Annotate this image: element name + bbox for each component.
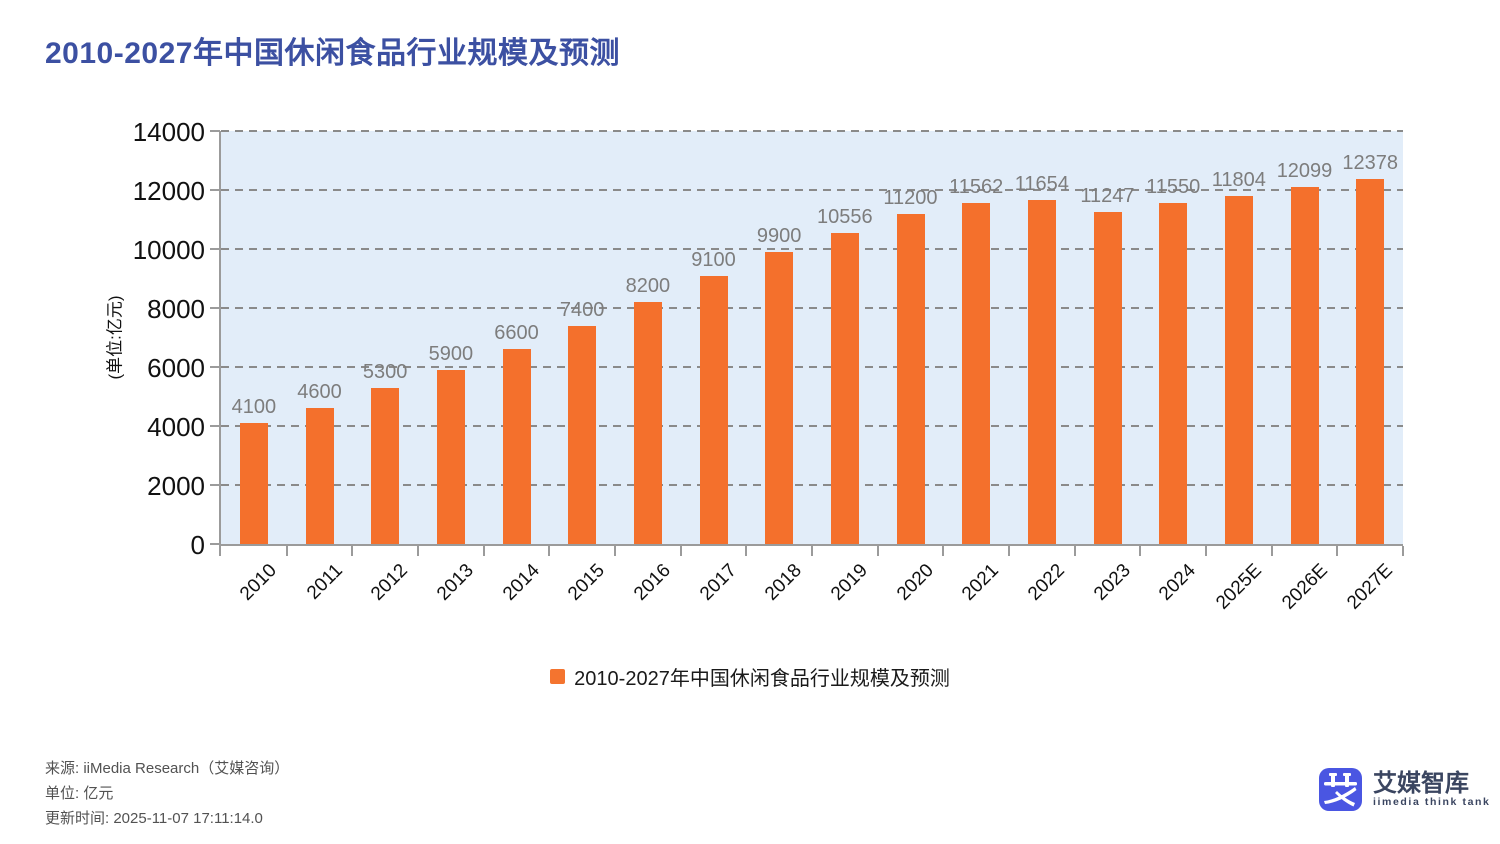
gridline-12000 xyxy=(221,189,1403,191)
x-axis-tick xyxy=(876,546,879,556)
bar-2026E[interactable] xyxy=(1290,187,1319,544)
gridline-2000 xyxy=(221,484,1403,486)
value-label-2016: 8200 xyxy=(625,275,671,298)
y-axis-tick-label-8000: 8000 xyxy=(147,294,205,324)
value-label-2023: 11247 xyxy=(1080,185,1135,208)
x-axis xyxy=(219,544,1403,546)
x-axis-tick xyxy=(811,546,813,556)
y-axis-tick-label-12000: 12000 xyxy=(132,176,205,206)
x-axis-tick xyxy=(1336,546,1339,556)
gridline-10000 xyxy=(221,248,1403,250)
legend[interactable]: 2010-2027年中国休闲食品行业规模及预测 xyxy=(0,662,1500,691)
x-axis-tick xyxy=(482,546,485,556)
y-axis-tick xyxy=(210,307,220,309)
bar-2012[interactable] xyxy=(371,387,400,544)
x-axis-tick xyxy=(679,546,682,556)
x-axis-tick xyxy=(1073,546,1076,556)
value-label-2027E: 12378 xyxy=(1342,151,1398,174)
footer: 来源: iiMedia Research（艾媒咨询） 单位: 亿元 更新时间: … xyxy=(45,756,289,831)
value-label-2022: 11654 xyxy=(1014,173,1069,196)
y-axis-tick xyxy=(210,543,220,545)
x-axis-tick xyxy=(745,546,748,556)
y-axis-tick xyxy=(210,130,220,132)
bar-2017[interactable] xyxy=(699,275,728,544)
bar-2013[interactable] xyxy=(436,369,465,544)
logo-subtitle: iimedia think tank xyxy=(1373,796,1491,808)
value-label-2026E: 12099 xyxy=(1276,160,1333,183)
bar-2010[interactable] xyxy=(239,423,268,544)
value-label-2010: 4100 xyxy=(231,396,277,419)
x-axis-tick xyxy=(285,546,288,556)
bar-2016[interactable] xyxy=(633,302,662,544)
value-label-2024: 11550 xyxy=(1146,176,1201,199)
value-label-2018: 9900 xyxy=(756,224,802,247)
x-axis-tick xyxy=(942,546,945,556)
bar-2015[interactable] xyxy=(568,325,597,544)
y-axis xyxy=(219,131,221,556)
gridline-6000 xyxy=(221,366,1403,368)
bar-2011[interactable] xyxy=(305,408,334,544)
y-axis-tick-label-0: 0 xyxy=(190,530,205,560)
value-label-2014: 6600 xyxy=(494,322,539,345)
bar-2022[interactable] xyxy=(1027,200,1056,544)
bar-2018[interactable] xyxy=(765,251,794,544)
bar-2020[interactable] xyxy=(896,213,925,544)
bar-2021[interactable] xyxy=(962,202,991,544)
value-label-2021: 11562 xyxy=(949,175,1004,198)
bar-2024[interactable] xyxy=(1159,203,1188,544)
bar-2014[interactable] xyxy=(502,349,531,544)
legend-label: 2010-2027年中国休闲食品行业规模及预测 xyxy=(574,668,950,690)
bar-2023[interactable] xyxy=(1093,212,1122,544)
x-axis-tick xyxy=(417,546,419,556)
source-text: 来源: iiMedia Research（艾媒咨询） xyxy=(45,760,290,777)
iimedia-logo: 艾媒智库 iimedia think tank xyxy=(1318,767,1491,812)
x-axis-tick xyxy=(1008,546,1010,556)
value-label-2012: 5300 xyxy=(362,360,408,383)
x-axis-tick xyxy=(548,546,551,556)
x-axis-tick xyxy=(1270,546,1273,556)
value-label-2019: 10556 xyxy=(817,205,873,228)
bar-2025E[interactable] xyxy=(1224,195,1253,544)
y-axis-tick xyxy=(210,425,220,427)
y-axis-tick-label-6000: 6000 xyxy=(147,353,205,383)
page-title: 2010-2027年中国休闲食品行业规模及预测 xyxy=(45,37,620,70)
x-axis-tick xyxy=(1402,546,1404,556)
value-label-2025E: 11804 xyxy=(1211,168,1266,191)
x-axis-tick xyxy=(614,546,616,556)
iimedia-logo-icon xyxy=(1319,768,1362,811)
x-axis-tick xyxy=(1205,546,1207,556)
y-axis-tick xyxy=(210,366,220,368)
value-label-2011: 4600 xyxy=(297,381,342,404)
y-axis-tick-label-14000: 14000 xyxy=(132,117,205,147)
bar-2027E[interactable] xyxy=(1356,178,1385,544)
gridline-14000 xyxy=(221,130,1403,132)
x-axis-tick xyxy=(351,546,354,556)
legend-marker-icon xyxy=(550,669,566,684)
x-axis-tick xyxy=(1139,546,1142,556)
gridline-4000 xyxy=(221,425,1403,427)
y-axis-tick-label-10000: 10000 xyxy=(132,235,205,265)
gridline-8000 xyxy=(221,307,1403,309)
value-label-2020: 11200 xyxy=(883,186,938,209)
y-axis-tick xyxy=(210,189,220,191)
unit-text: 单位: 亿元 xyxy=(45,785,114,802)
value-label-2015: 7400 xyxy=(559,298,605,321)
logo-name: 艾媒智库 xyxy=(1373,770,1469,797)
iimedia-logo-text: 艾媒智库 iimedia think tank xyxy=(1373,771,1491,808)
y-axis-tick xyxy=(210,484,220,486)
value-label-2013: 5900 xyxy=(428,342,474,365)
value-label-2017: 9100 xyxy=(691,248,736,271)
bar-2019[interactable] xyxy=(830,232,859,544)
y-axis-tick-label-4000: 4000 xyxy=(147,412,205,442)
plot-area: 4100 4600 5300 5900 6600 7400 8200 9100 9900 1055… xyxy=(221,130,1403,544)
y-axis-tick xyxy=(210,248,220,250)
y-axis-tick-label-2000: 2000 xyxy=(147,471,205,501)
updated-text: 更新时间: 2025-11-07 17:11:14.0 xyxy=(45,810,263,827)
